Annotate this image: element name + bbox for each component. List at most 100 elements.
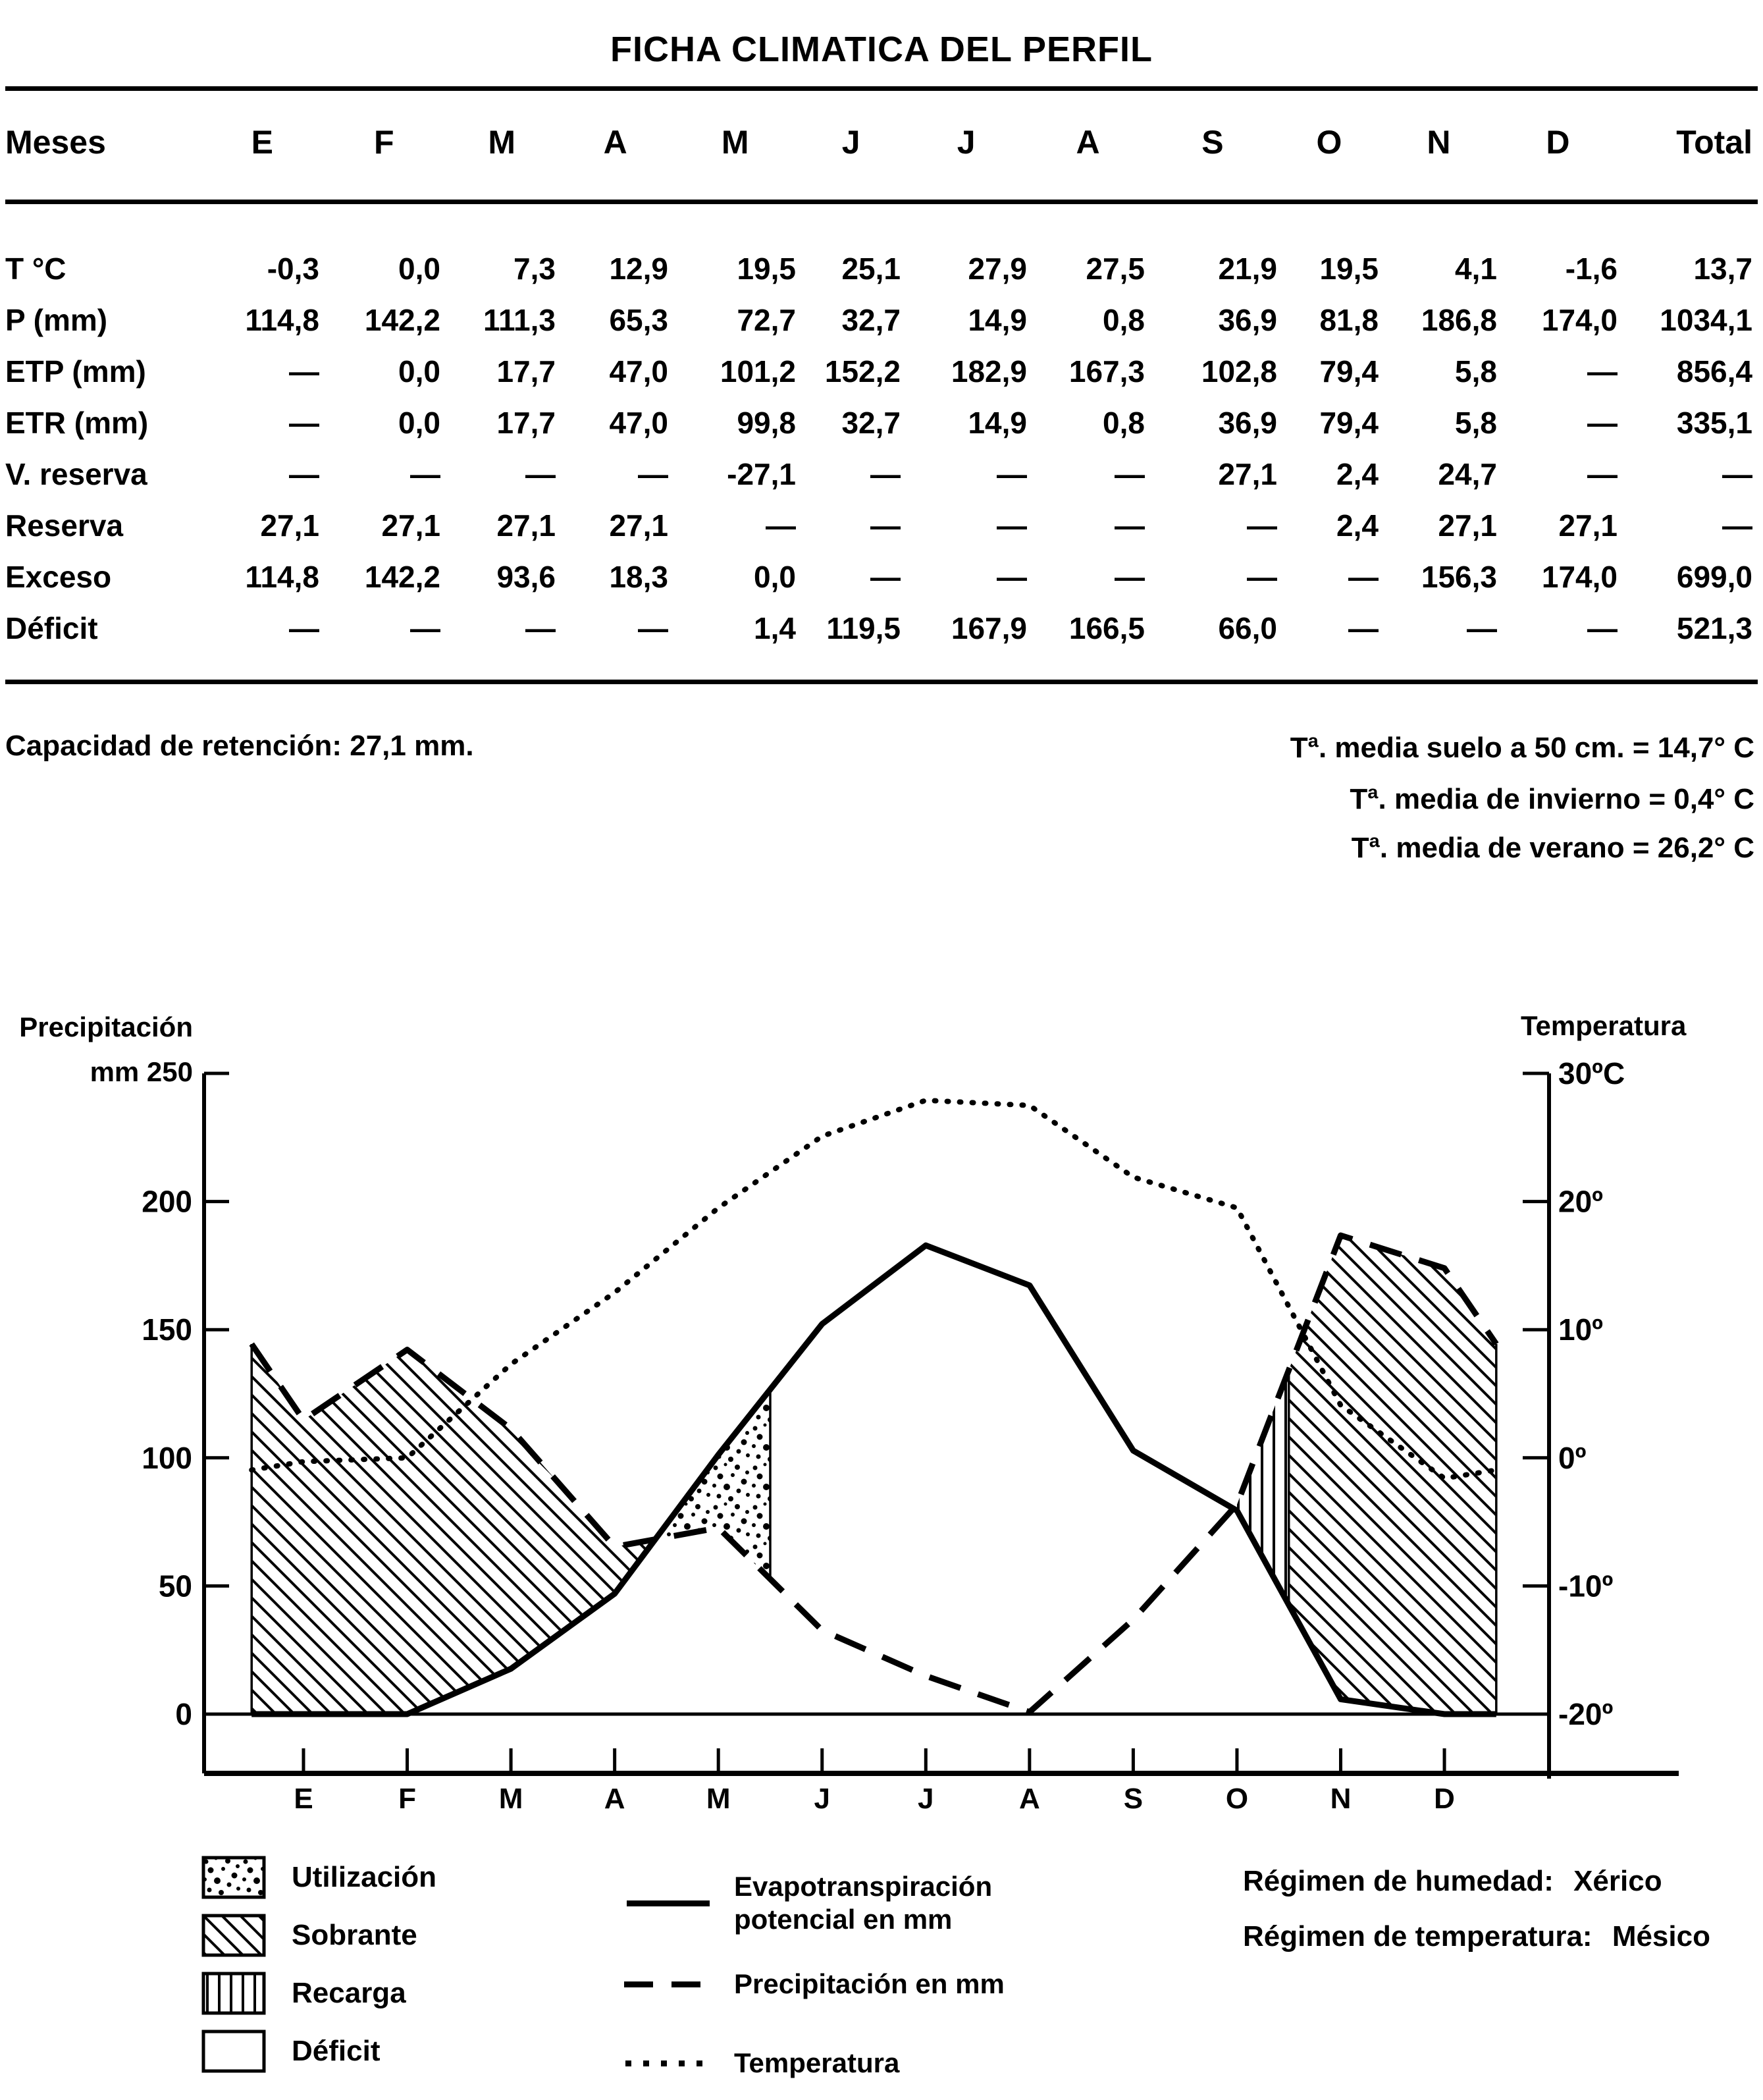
table-cell: 27,1 [1558,508,1618,543]
right-tick-label: -10º [1558,1569,1613,1603]
month-column-header: M [721,124,749,161]
table-cell: 81,8 [1319,303,1379,337]
table-cell: 79,4 [1319,406,1379,440]
area-sobrante-left [251,1344,656,1714]
table-cell: 24,7 [1438,457,1497,491]
table-cell: 0,0 [398,406,440,440]
table-cell: -27,1 [727,457,796,491]
table-header-row: Meses E F M A M J J A S O N D Total [5,99,1758,186]
area-sobrante-right [1288,1235,1496,1714]
water-balance-chart: 200 150 100 50 0 30ºC 20º 10º 0º -10º -20º E F M A M J J A… [142,1056,1679,1815]
rule-top [5,86,1758,91]
legend-precipitation-label: Precipitación en mm [734,1968,1005,1999]
table-cell: — [870,457,901,491]
table-cell: — [638,611,668,645]
table-cell: — [410,457,440,491]
table-cell: -0,3 [267,252,319,286]
rule-under-table [5,680,1758,684]
month-label: O [1226,1783,1248,1815]
table-cell: 14,9 [968,406,1027,440]
temperature-line [249,1097,1499,1481]
table-cell: — [1722,457,1752,491]
table-cell: 12,9 [609,252,668,286]
table-cell: 17,7 [496,406,556,440]
table-cell: 142,2 [364,303,440,337]
table-cell: — [870,560,901,594]
table-cell: 18,3 [609,560,668,594]
left-tick-label: 100 [142,1441,192,1475]
row-label: P (mm) [5,303,108,337]
month-column-header: A [1076,124,1100,161]
table-cell: 0,8 [1103,303,1145,337]
table-cell: — [1467,611,1497,645]
utilizacion-swatch-icon [201,1856,266,1899]
climate-table: T °C -0,3 0,0 7,3 12,9 19,5 25,1 27,9 27,5 21,9 19… [5,243,1758,654]
recarga-swatch-icon [201,1972,266,2015]
table-cell: — [997,560,1027,594]
table-cell: — [1587,406,1618,440]
right-tick-label: 10º [1558,1312,1603,1347]
table-cell: 111,3 [483,303,556,337]
table-row: V. reserva — — — — -27,1 — — — 27,1 2,4 24,7 — — [5,448,1758,500]
left-tick-label: 200 [142,1185,192,1219]
summer-temp-note: Tª. media de verano = 26,2° C [1351,832,1754,864]
table-cell: 4,1 [1455,252,1497,286]
month-label: J [918,1783,934,1815]
table-cell: — [1722,508,1752,543]
month-label: D [1434,1783,1455,1815]
temperature-regime-label: Régimen de temperatura: [1243,1920,1592,1952]
month-column-header: E [251,124,273,161]
month-label: N [1330,1783,1352,1815]
table-cell: 32,7 [841,406,901,440]
row-label: ETR (mm) [5,406,149,440]
month-column-header: D [1546,124,1570,161]
row-label: V. reserva [5,457,147,491]
month-column-header: J [957,124,976,161]
table-cell: 114,8 [245,560,319,594]
table-cell: 27,1 [1218,457,1277,491]
table-cell: 5,8 [1455,354,1497,389]
legend-temperature-label: Temperatura [734,2047,900,2078]
page-title: FICHA CLIMATICA DEL PERFIL [610,30,1153,69]
legend-sobrante-label: Sobrante [292,1919,417,1951]
month-label: S [1124,1783,1143,1815]
table-cell: 14,9 [968,303,1027,337]
table-cell: 186,8 [1421,303,1497,337]
table-cell: — [997,457,1027,491]
winter-temp-note: Tª. media de invierno = 0,4° C [1350,783,1754,815]
table-cell: 27,9 [968,252,1027,286]
month-column-header: N [1427,124,1451,161]
table-cell: 182,9 [951,354,1027,389]
table-cell: 101,2 [720,354,796,389]
row-label: Reserva [5,508,124,543]
table-cell: 119,5 [826,611,901,645]
month-column-header: J [841,124,860,161]
right-tick-label: 20º [1558,1185,1603,1219]
table-cell: — [289,611,319,645]
table-cell: 102,8 [1201,354,1277,389]
month-label: M [499,1783,523,1815]
table-cell: — [525,611,556,645]
table-cell: 142,2 [364,560,440,594]
table-cell: 156,3 [1421,560,1497,594]
left-tick-label: 50 [159,1569,192,1603]
rule-under-header [5,200,1758,204]
etp-line [251,1242,1496,1717]
table-cell: 856,4 [1676,354,1752,389]
table-cell: 65,3 [609,303,668,337]
deficit-swatch-icon [201,2030,266,2073]
table-cell: 167,9 [951,611,1027,645]
table-cell: 32,7 [841,303,901,337]
etp-line-sample-icon [627,1900,710,1906]
table-cell: 699,0 [1676,560,1752,594]
month-label: J [814,1783,830,1815]
table-cell: — [1348,611,1379,645]
table-cell: 114,8 [245,303,319,337]
table-row: T °C -0,3 0,0 7,3 12,9 19,5 25,1 27,9 27,5 21,9 19… [5,243,1758,294]
table-row: ETR (mm) — 0,0 17,7 47,0 99,8 32,7 14,9 0,8 36,9 7… [5,397,1758,448]
left-axis-corner-label: mm 250 [90,1056,193,1087]
table-cell: 79,4 [1319,354,1379,389]
right-tick-label: -20º [1558,1697,1613,1731]
legend-etp-label: Evapotranspiración potencial en mm [734,1871,993,1935]
